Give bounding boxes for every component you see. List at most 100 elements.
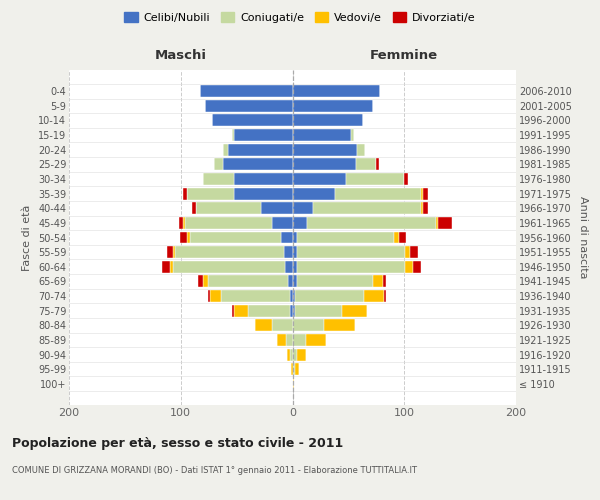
Bar bbox=[187, 188, 235, 200]
Bar bbox=[290, 304, 293, 316]
Bar bbox=[293, 114, 363, 126]
Bar bbox=[235, 188, 293, 200]
Bar bbox=[295, 304, 341, 316]
Bar bbox=[232, 129, 235, 141]
Bar bbox=[346, 173, 404, 185]
Bar bbox=[293, 334, 306, 346]
Bar bbox=[295, 290, 364, 302]
Bar bbox=[290, 290, 293, 302]
Text: Popolazione per età, sesso e stato civile - 2011: Popolazione per età, sesso e stato civil… bbox=[12, 438, 343, 450]
Bar bbox=[272, 320, 293, 332]
Bar bbox=[290, 348, 293, 360]
Bar bbox=[423, 202, 428, 214]
Bar bbox=[200, 85, 293, 97]
Bar bbox=[179, 232, 187, 243]
Bar bbox=[175, 246, 284, 258]
Bar bbox=[398, 232, 406, 243]
Bar bbox=[196, 202, 261, 214]
Bar bbox=[293, 129, 350, 141]
Bar bbox=[227, 144, 293, 156]
Bar bbox=[170, 261, 173, 273]
Bar bbox=[235, 304, 248, 316]
Bar bbox=[383, 276, 386, 287]
Bar bbox=[208, 290, 210, 302]
Bar bbox=[293, 85, 380, 97]
Bar bbox=[297, 348, 306, 360]
Bar bbox=[203, 276, 208, 287]
Bar bbox=[350, 129, 354, 141]
Bar bbox=[404, 173, 407, 185]
Bar bbox=[297, 232, 394, 243]
Y-axis label: Anni di nascita: Anni di nascita bbox=[578, 196, 589, 279]
Bar bbox=[272, 217, 293, 229]
Bar bbox=[413, 261, 421, 273]
Bar bbox=[293, 217, 307, 229]
Bar bbox=[373, 276, 383, 287]
Bar bbox=[293, 202, 313, 214]
Bar bbox=[384, 290, 386, 302]
Bar bbox=[313, 202, 421, 214]
Bar bbox=[421, 202, 423, 214]
Bar bbox=[293, 144, 358, 156]
Bar bbox=[293, 348, 297, 360]
Text: Maschi: Maschi bbox=[155, 48, 207, 62]
Bar bbox=[212, 114, 293, 126]
Bar bbox=[284, 246, 293, 258]
Bar bbox=[210, 290, 221, 302]
Bar bbox=[173, 261, 284, 273]
Bar bbox=[192, 202, 196, 214]
Bar bbox=[190, 232, 281, 243]
Text: Femmine: Femmine bbox=[370, 48, 439, 62]
Bar bbox=[277, 334, 286, 346]
Bar bbox=[293, 188, 335, 200]
Bar bbox=[284, 261, 293, 273]
Bar bbox=[293, 100, 373, 112]
Bar bbox=[356, 158, 376, 170]
Bar bbox=[254, 320, 272, 332]
Bar bbox=[358, 144, 365, 156]
Bar bbox=[183, 217, 185, 229]
Bar bbox=[248, 304, 290, 316]
Bar bbox=[410, 246, 418, 258]
Bar bbox=[221, 290, 290, 302]
Bar bbox=[281, 232, 293, 243]
Bar bbox=[297, 261, 406, 273]
Bar bbox=[203, 173, 235, 185]
Bar bbox=[223, 144, 227, 156]
Bar bbox=[232, 304, 235, 316]
Bar bbox=[297, 246, 406, 258]
Bar bbox=[293, 363, 295, 375]
Bar bbox=[187, 232, 190, 243]
Bar bbox=[179, 217, 183, 229]
Bar bbox=[293, 304, 295, 316]
Bar bbox=[197, 276, 203, 287]
Legend: Celibi/Nubili, Coniugati/e, Vedovi/e, Divorziati/e: Celibi/Nubili, Coniugati/e, Vedovi/e, Di… bbox=[120, 8, 480, 28]
Bar bbox=[287, 348, 290, 360]
Bar bbox=[167, 246, 173, 258]
Bar bbox=[306, 334, 326, 346]
Bar bbox=[297, 276, 373, 287]
Bar bbox=[261, 202, 293, 214]
Bar bbox=[421, 188, 423, 200]
Bar bbox=[293, 158, 356, 170]
Bar bbox=[223, 158, 293, 170]
Bar bbox=[205, 100, 293, 112]
Bar bbox=[364, 290, 384, 302]
Bar bbox=[293, 276, 297, 287]
Bar bbox=[406, 246, 410, 258]
Bar bbox=[341, 304, 367, 316]
Bar bbox=[162, 261, 170, 273]
Bar bbox=[214, 158, 223, 170]
Bar bbox=[235, 173, 293, 185]
Bar bbox=[423, 188, 428, 200]
Bar bbox=[394, 232, 398, 243]
Bar bbox=[208, 276, 288, 287]
Bar bbox=[293, 246, 297, 258]
Bar bbox=[293, 173, 346, 185]
Bar bbox=[406, 261, 413, 273]
Bar bbox=[293, 261, 297, 273]
Text: COMUNE DI GRIZZANA MORANDI (BO) - Dati ISTAT 1° gennaio 2011 - Elaborazione TUTT: COMUNE DI GRIZZANA MORANDI (BO) - Dati I… bbox=[12, 466, 417, 475]
Bar bbox=[286, 334, 293, 346]
Bar bbox=[376, 158, 379, 170]
Bar bbox=[183, 188, 187, 200]
